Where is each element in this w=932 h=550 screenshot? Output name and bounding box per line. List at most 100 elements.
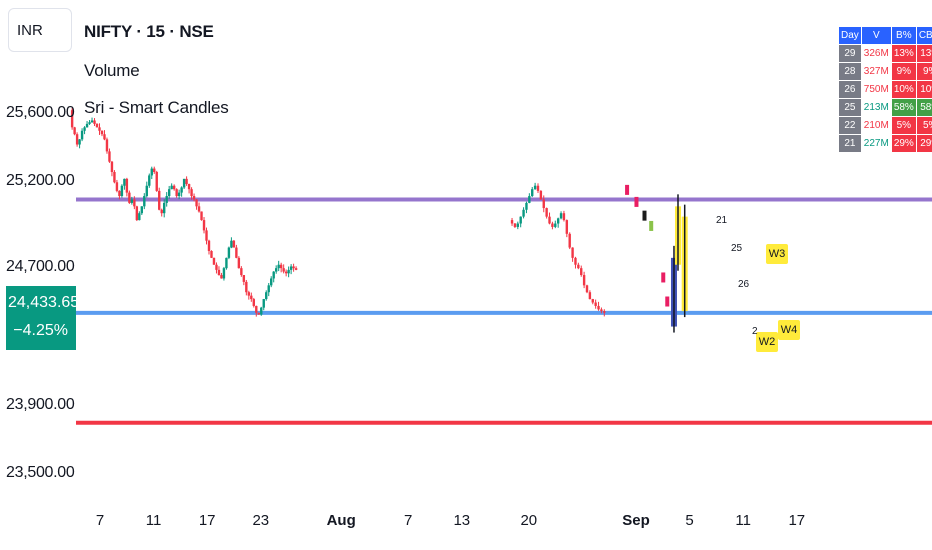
x-tick-label: 13	[453, 512, 471, 529]
candle-body	[83, 127, 86, 131]
candle-body	[128, 192, 131, 203]
candle-body	[542, 199, 545, 209]
x-tick-label: Sep	[622, 512, 650, 529]
candle-body	[75, 134, 79, 145]
candle-body	[536, 185, 540, 191]
candle-body	[282, 268, 285, 272]
candle-body	[603, 311, 606, 313]
candle-body	[274, 268, 278, 272]
candle-body	[528, 196, 531, 203]
candle-body	[292, 266, 295, 269]
candle-body	[140, 206, 144, 214]
candle-body	[90, 120, 94, 123]
candle-body	[597, 305, 600, 310]
candle-body	[103, 134, 106, 140]
stats-header-cell: Day	[839, 27, 861, 44]
candle-body	[222, 268, 226, 279]
stats-b-cell: 58%	[891, 99, 916, 116]
candle-body	[182, 178, 186, 188]
smart-candle	[625, 184, 630, 195]
candle-body	[113, 171, 116, 183]
x-tick-label: 11	[735, 512, 751, 529]
stats-cb-cell: 13%	[916, 45, 932, 62]
candle-body	[73, 127, 76, 135]
candle-body	[110, 161, 114, 172]
wave-label: W4	[778, 320, 800, 340]
candle-body	[217, 269, 221, 276]
candle-body	[133, 199, 136, 207]
x-tick-label: 7	[404, 512, 413, 529]
candle-body	[571, 247, 574, 258]
candle-body	[594, 302, 597, 306]
candle-body	[237, 257, 241, 269]
candle-body	[88, 122, 91, 124]
indicator-smart-candles-label[interactable]: Sri - Smart Candles	[84, 98, 229, 117]
candle-body	[227, 247, 231, 258]
candle-body	[123, 178, 126, 186]
candle-body	[255, 305, 258, 313]
candle-body	[195, 199, 198, 207]
stats-b-cell: 5%	[891, 117, 916, 134]
y-tick-label: 24,700.00	[6, 258, 75, 276]
x-tick-label: 17	[198, 512, 216, 529]
candle-body	[197, 206, 201, 212]
candle-body	[155, 171, 158, 191]
candle-body	[516, 223, 520, 227]
stats-volume-cell: 227M	[861, 135, 891, 152]
candle-body	[192, 196, 196, 200]
candle-body	[245, 281, 248, 293]
y-tick-label: 25,600.00	[6, 103, 75, 121]
y-tick-label: 25,200.00	[6, 172, 75, 190]
stats-day-cell: 21	[839, 135, 861, 152]
candle-body	[215, 264, 218, 270]
candle-body	[145, 185, 148, 197]
candle-body	[585, 285, 589, 293]
candle-body	[267, 285, 270, 293]
candle-body	[232, 240, 236, 248]
candle-body	[242, 275, 246, 282]
stats-day-cell: 22	[839, 117, 861, 134]
candle-body	[160, 209, 163, 214]
candle-body	[591, 299, 594, 303]
candle-body	[265, 292, 268, 300]
currency-selector-button[interactable]: INR	[8, 8, 72, 52]
candle-body	[177, 192, 181, 197]
candle-body	[210, 250, 213, 258]
candle-body	[577, 264, 580, 269]
candle-body	[284, 271, 288, 274]
candle-body	[190, 189, 193, 197]
last-price-badge: 24,433.65 −4.25%	[6, 286, 80, 350]
candle-count-label: 2	[752, 326, 758, 337]
candle-body	[556, 218, 560, 224]
candle-body	[185, 178, 188, 185]
symbol-title[interactable]: NIFTY · 15 · NSE	[84, 22, 214, 41]
candle-body	[175, 189, 178, 197]
candle-body	[143, 196, 146, 207]
stats-b-cell: 13%	[891, 45, 916, 62]
stats-cb-cell: 29%	[916, 135, 932, 152]
stats-cb-cell: 5%	[916, 117, 932, 134]
stats-day-cell: 28	[839, 63, 861, 80]
candle-body	[539, 190, 543, 200]
last-price-value: 24,433.65	[8, 294, 80, 311]
candle-body	[257, 312, 260, 315]
candle-body	[510, 220, 514, 224]
candle-body	[135, 206, 139, 221]
candle-body	[150, 168, 153, 176]
candle-body	[600, 309, 603, 312]
x-tick-label: 23	[252, 512, 270, 529]
candle-body	[80, 130, 84, 140]
stats-volume-cell: 210M	[861, 117, 891, 134]
y-tick-label: 23,500.00	[6, 464, 75, 482]
y-tick-label: 23,900.00	[6, 395, 75, 413]
indicator-volume-label[interactable]: Volume	[84, 61, 140, 80]
candle-body	[78, 139, 81, 145]
x-tick-label: 7	[95, 512, 105, 529]
candle-body	[548, 216, 551, 224]
